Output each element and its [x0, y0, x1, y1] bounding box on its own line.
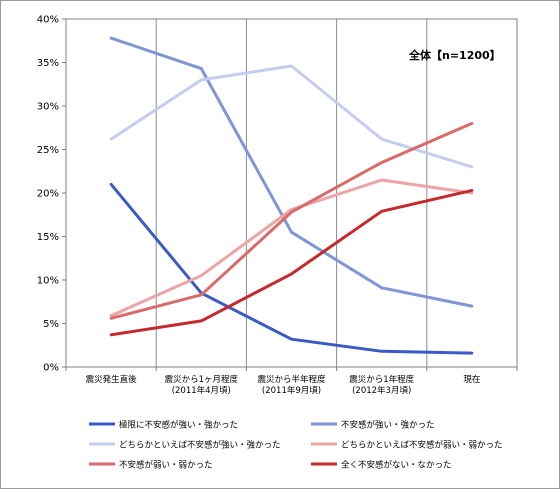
y-tick-label: 15%	[37, 232, 59, 243]
data-point	[109, 36, 113, 40]
legend-label: どちらかといえば不安感が弱い・弱かった	[341, 440, 503, 451]
x-tick-label: 震災から半年程度	[257, 374, 326, 385]
y-tick-label: 5%	[43, 319, 59, 330]
plot-area	[65, 18, 518, 368]
x-tick-label: (2011年4月頃)	[172, 385, 231, 396]
x-tick-label: 震災発生直後	[86, 374, 138, 385]
data-point	[109, 182, 113, 186]
data-point	[380, 161, 384, 164]
x-tick-label: 震災から1ヶ月程度	[165, 374, 239, 385]
data-point	[470, 122, 474, 125]
data-point	[199, 274, 203, 278]
legend-label: 極限に不安感が強い・強かった	[119, 420, 238, 431]
data-point	[290, 337, 293, 341]
data-point	[290, 210, 293, 214]
data-point	[290, 272, 293, 276]
data-point	[470, 191, 474, 195]
sample-size-label: 全体【n=1200】	[408, 48, 501, 62]
x-tick-label: 震災から1年程度	[349, 374, 414, 385]
y-tick-label: 25%	[37, 145, 59, 156]
data-point	[290, 230, 293, 234]
legend-label: どちらかといえば不安感が強い・強かった	[119, 440, 281, 451]
data-point	[109, 314, 113, 318]
data-point	[109, 137, 113, 141]
legend-label: 不安感が強い・強かった	[341, 420, 435, 431]
y-tick-label: 35%	[37, 58, 59, 69]
data-point	[470, 351, 474, 355]
data-point	[199, 67, 203, 70]
data-point	[470, 165, 474, 169]
data-point	[380, 286, 384, 290]
data-point	[199, 319, 203, 323]
data-point	[470, 304, 474, 308]
y-tick-label: 20%	[37, 189, 59, 200]
data-point	[199, 78, 203, 82]
x-tick-label: 現在	[463, 374, 480, 385]
data-point	[380, 137, 384, 141]
x-tick-label: (2011年9月頃)	[262, 385, 321, 396]
data-point	[470, 188, 474, 192]
data-point	[290, 64, 293, 68]
legend-label: 全く不安感がない・なかった	[341, 460, 452, 471]
y-tick-label: 40%	[37, 15, 59, 26]
x-tick-label: (2012年3月頃)	[352, 385, 411, 396]
data-point	[109, 316, 113, 320]
data-point	[109, 333, 113, 337]
y-tick-label: 0%	[43, 363, 59, 374]
data-point	[380, 209, 384, 213]
y-tick-label: 10%	[37, 276, 59, 287]
data-point	[380, 349, 384, 353]
data-point	[380, 178, 384, 182]
y-tick-label: 30%	[37, 102, 59, 113]
legend-label: 不安感が弱い・弱かった	[119, 460, 213, 471]
data-point	[199, 293, 203, 297]
